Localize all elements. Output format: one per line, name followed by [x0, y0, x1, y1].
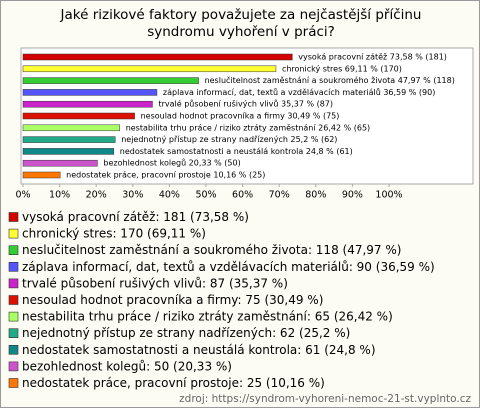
legend-swatch	[8, 378, 19, 388]
legend-label: záplava informací, dat, textů a vzděláva…	[22, 260, 435, 274]
legend-swatch	[8, 228, 19, 239]
bar	[22, 65, 277, 73]
legend-swatch	[8, 311, 19, 322]
legend-label: trvalé působení rušivých vlivů: 87 (35,3…	[22, 276, 288, 290]
bar	[22, 159, 98, 167]
legend-label: neslučitelnost zaměstnání a soukromého ž…	[22, 243, 401, 257]
legend-label: nedostatek samostatnosti a neustálá kont…	[22, 343, 376, 357]
x-tick-label: 70%	[269, 190, 290, 201]
x-tick-label: 60%	[232, 190, 253, 201]
legend-swatch	[8, 278, 19, 289]
legend-label: nestabilita trhu práce / riziko ztráty z…	[22, 310, 393, 324]
data-label: vysoká pracovní zátěž 73,58 % (181)	[298, 53, 447, 62]
data-label: záplava informací, dat, textů a vzděláva…	[163, 87, 435, 97]
x-tick-label: 90%	[342, 190, 363, 201]
x-tick-label: 40%	[159, 190, 180, 201]
legend-label: vysoká pracovní zátěž: 181 (73,58 %)	[22, 210, 249, 224]
bar	[22, 112, 135, 120]
x-tick-label: 30%	[122, 190, 143, 201]
legend-swatch	[8, 261, 19, 272]
bar	[22, 53, 293, 61]
chart-title: Jaké rizikové faktory považujete za nejč…	[60, 7, 422, 40]
bar	[22, 77, 199, 84]
x-tick-label: 50%	[195, 190, 216, 201]
x-tick-label: 0%	[15, 190, 30, 201]
legend-swatch	[8, 245, 19, 255]
bar	[22, 171, 61, 179]
bar	[22, 100, 153, 108]
legend-label: bezohlednost kolegů: 50 (20,33 %)	[22, 359, 232, 373]
data-label: bezohlednost kolegů 20,33 % (50)	[103, 158, 240, 168]
legend-swatch	[8, 328, 19, 339]
data-label: trvalé působení rušivých vlivů 35,37 % (…	[158, 99, 333, 109]
bar	[22, 136, 116, 143]
x-tick-label: 100%	[375, 190, 402, 201]
legend-label: nedostatek práce, pracovní prostoje: 25 …	[22, 376, 325, 390]
source: zdroj: https://syndrom-vyhoreni-nemoc-21…	[179, 393, 471, 405]
legend-label: chronický stres: 170 (69,11 %)	[22, 227, 206, 241]
legend-swatch	[8, 344, 19, 355]
legend-label: nejednotný přístup ze strany nadřízených…	[22, 326, 350, 340]
data-label: chronický stres 69,11 % (170)	[282, 64, 402, 73]
x-tick-label: 10%	[49, 190, 70, 201]
x-tick-label: 80%	[305, 190, 326, 201]
legend-swatch	[8, 361, 19, 372]
bar	[22, 148, 115, 155]
data-label: nedostatek samostatnosti a neustálá kont…	[120, 147, 353, 156]
data-label: neslučitelnost zaměstnání a soukromého ž…	[205, 75, 455, 85]
bar	[22, 124, 120, 132]
data-label: nestabilita trhu práce / riziko ztráty z…	[126, 123, 370, 132]
data-label: nejednotný přístup ze strany nadřízených…	[121, 135, 337, 144]
data-label: nesoulad hodnot pracovníka a firmy 30,49…	[141, 112, 340, 121]
legend-label: nesoulad hodnot pracovníka a firmy: 75 (…	[22, 293, 323, 307]
x-tick-label: 20%	[86, 190, 107, 201]
legend-swatch	[8, 212, 19, 222]
bar	[22, 89, 158, 96]
data-label: nedostatek práce, pracovní prostoje 10,1…	[66, 171, 265, 180]
legend-swatch	[8, 295, 19, 305]
